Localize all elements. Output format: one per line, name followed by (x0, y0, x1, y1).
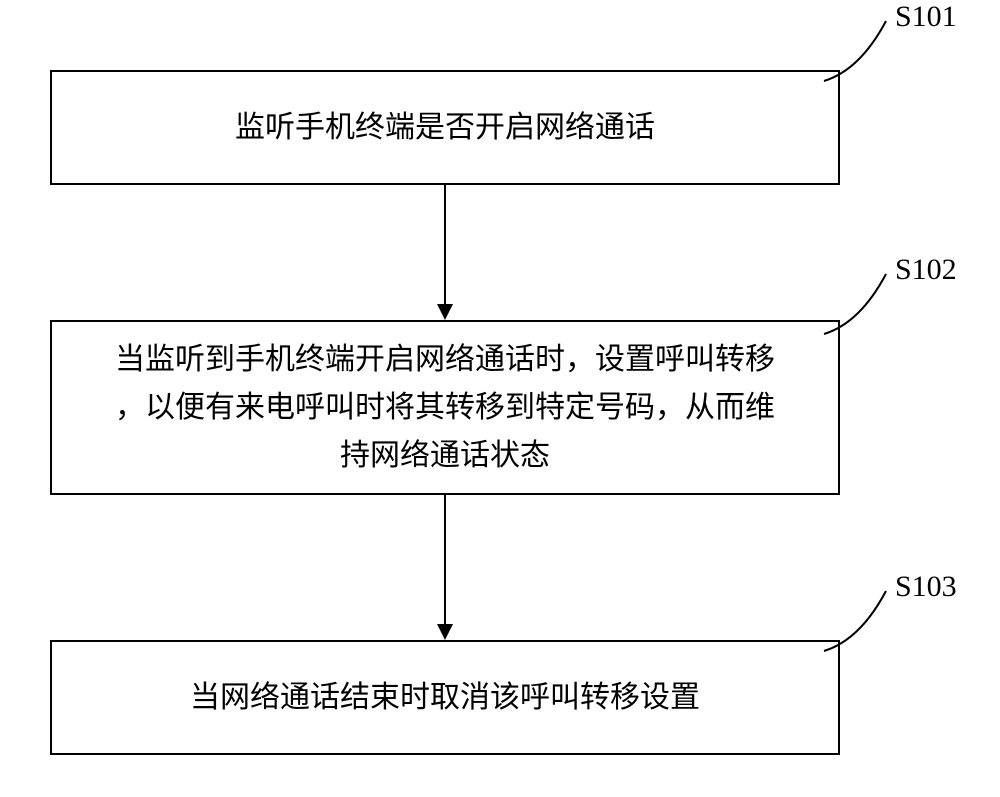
flow-node-s102: 当监听到手机终端开启网络通话时，设置呼叫转移 ，以便有来电呼叫时将其转移到特定号… (50, 320, 840, 495)
flow-node-s101: 监听手机终端是否开启网络通话 (50, 70, 840, 185)
step-label-s103: S103 (895, 570, 957, 604)
edge-s101-s102-head (437, 304, 453, 320)
step-label-s102: S102 (895, 253, 957, 287)
edge-s102-s103 (444, 495, 446, 624)
flow-node-s103: 当网络通话结束时取消该呼叫转移设置 (50, 640, 840, 755)
edge-s101-s102 (444, 185, 446, 304)
flow-node-s103-text: 当网络通话结束时取消该呼叫转移设置 (190, 674, 700, 722)
flow-node-s101-text: 监听手机终端是否开启网络通话 (235, 104, 655, 152)
flow-node-s102-text: 当监听到手机终端开启网络通话时，设置呼叫转移 ，以便有来电呼叫时将其转移到特定号… (115, 336, 775, 480)
edge-s102-s103-head (437, 624, 453, 640)
flowchart-canvas: 监听手机终端是否开启网络通话 S101 当监听到手机终端开启网络通话时，设置呼叫… (0, 0, 1000, 797)
step-label-s101: S101 (895, 0, 957, 34)
